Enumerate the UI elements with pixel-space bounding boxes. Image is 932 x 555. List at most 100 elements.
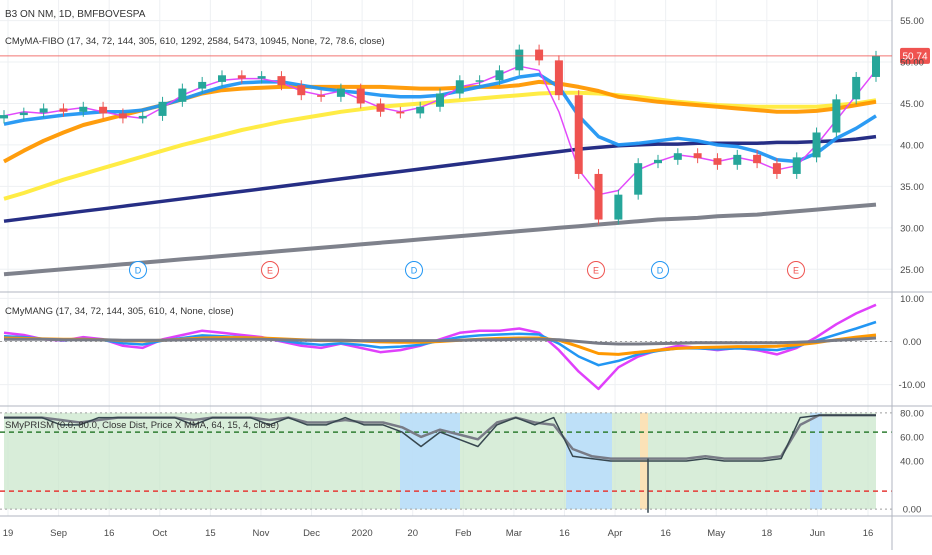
time-tick-label: Dec [303, 528, 320, 539]
dividend-marker[interactable] [405, 261, 423, 279]
time-tick-label: Mar [506, 528, 522, 539]
time-tick-label: 16 [660, 528, 671, 539]
prism-tick-label: 80.00 [900, 408, 924, 419]
candle-body [614, 194, 623, 220]
candle-body [59, 108, 68, 112]
time-tick-label: Sep [50, 528, 67, 539]
price-tick-label: 25.00 [900, 265, 924, 276]
candle-body [0, 115, 8, 119]
candle-body [336, 88, 345, 97]
candle-body [475, 80, 484, 82]
prism-indicator-label[interactable]: SMyPRISM (0.0, 80.0, Close Dist, Price X… [5, 420, 279, 431]
time-tick-label: Jun [810, 528, 825, 539]
prism-line-dark_line [4, 414, 876, 462]
candle-body [872, 55, 880, 77]
dividend-marker[interactable] [129, 261, 147, 279]
candle-body [495, 70, 504, 81]
oscillator-tick-label: -10.00 [899, 380, 926, 391]
candle-body [218, 75, 226, 82]
time-tick-label: Apr [608, 528, 623, 539]
candle-body [832, 99, 841, 133]
time-tick-label: 16 [863, 528, 874, 539]
candle-body [198, 81, 207, 89]
symbol-title[interactable]: B3 ON NM, 1D, BMFBOVESPA [5, 9, 146, 20]
price-tick-label: 55.00 [900, 16, 924, 27]
candle-body [237, 75, 246, 79]
time-tick-label: 19 [3, 528, 14, 539]
earnings-marker[interactable] [787, 261, 805, 279]
dividend-marker-label: D [411, 266, 418, 276]
ma-line-gray [3, 202, 877, 277]
time-tick-label: Nov [252, 528, 269, 539]
prism-tick-label: 60.00 [900, 432, 924, 443]
candle-body [792, 157, 801, 174]
earnings-marker-label: E [793, 266, 799, 276]
candle-body [594, 173, 603, 220]
candle-body [693, 153, 702, 159]
prism-tick-label: 0.00 [903, 505, 922, 516]
time-tick-label: 15 [205, 528, 216, 539]
last-price-badge[interactable] [900, 47, 930, 64]
candle-body [118, 113, 127, 119]
price-axis[interactable]: 55.00 50.00 45.00 40.00 35.00 30.00 25.00 [900, 16, 924, 276]
mang-oscillator [0, 303, 892, 391]
candle-body [515, 49, 524, 71]
candle-body [158, 101, 167, 116]
earnings-marker-label: E [267, 266, 273, 276]
candle-body [99, 106, 108, 114]
price-tick-label: 35.00 [900, 182, 924, 193]
price-tick-label: 30.00 [900, 223, 924, 234]
candle-body [554, 60, 563, 96]
time-axis[interactable]: 19 Sep 16 Oct 15 Nov Dec 2020 20 Feb Mar 16 Apr 16 May… [3, 528, 874, 539]
prism-tick-label: 40.00 [900, 457, 924, 468]
dividend-marker-label: D [657, 266, 664, 276]
time-tick-label: 20 [407, 528, 418, 539]
ma-indicator-label[interactable]: CMyMA-FIBO (17, 34, 72, 144, 305, 610, 1… [5, 36, 385, 47]
osc-line-gray [4, 336, 877, 346]
candle-body [455, 80, 464, 94]
candle-body [733, 154, 742, 165]
candle-body [178, 88, 187, 102]
price-candles [0, 44, 880, 225]
candle-body [376, 103, 385, 112]
candle-body [19, 112, 28, 116]
prism-indicator [0, 412, 892, 513]
last-price-value: 50.74 [902, 51, 927, 62]
candle-body [634, 163, 643, 195]
candle-body [713, 158, 722, 165]
candle-body [356, 88, 365, 104]
oscillator-tick-label: 0.00 [903, 337, 922, 348]
time-tick-label: 16 [559, 528, 570, 539]
candle-body [416, 106, 425, 114]
candle-body [277, 76, 286, 86]
candle-body [317, 95, 326, 97]
candle-body [753, 154, 762, 164]
earnings-marker[interactable] [587, 261, 605, 279]
mang-indicator-label[interactable]: CMyMANG (17, 34, 72, 144, 305, 610, 4, N… [5, 306, 234, 317]
candle-body [257, 76, 266, 79]
dividend-marker[interactable] [651, 261, 669, 279]
time-tick-label: May [707, 528, 725, 539]
candle-body [772, 163, 781, 174]
prism-blue-band [566, 412, 612, 510]
oscillator-axis[interactable]: 10.00 0.00 -10.00 [899, 294, 926, 391]
candle-body [396, 111, 405, 114]
prism-blue-band [400, 412, 460, 510]
candle-body [138, 115, 147, 119]
time-tick-label: Feb [455, 528, 471, 539]
prism-axis[interactable]: 80.00 60.00 40.00 0.00 [900, 408, 924, 515]
price-tick-label: 40.00 [900, 140, 924, 151]
candle-body [852, 76, 861, 100]
candle-body [574, 95, 583, 174]
price-tick-label: 50.00 [900, 58, 924, 69]
time-tick-label: Oct [152, 528, 167, 539]
candle-body [673, 153, 682, 160]
candle-body [535, 49, 544, 61]
earnings-marker[interactable] [261, 261, 279, 279]
candle-body [39, 108, 48, 113]
candle-body [79, 106, 88, 112]
candle-body [812, 132, 821, 158]
